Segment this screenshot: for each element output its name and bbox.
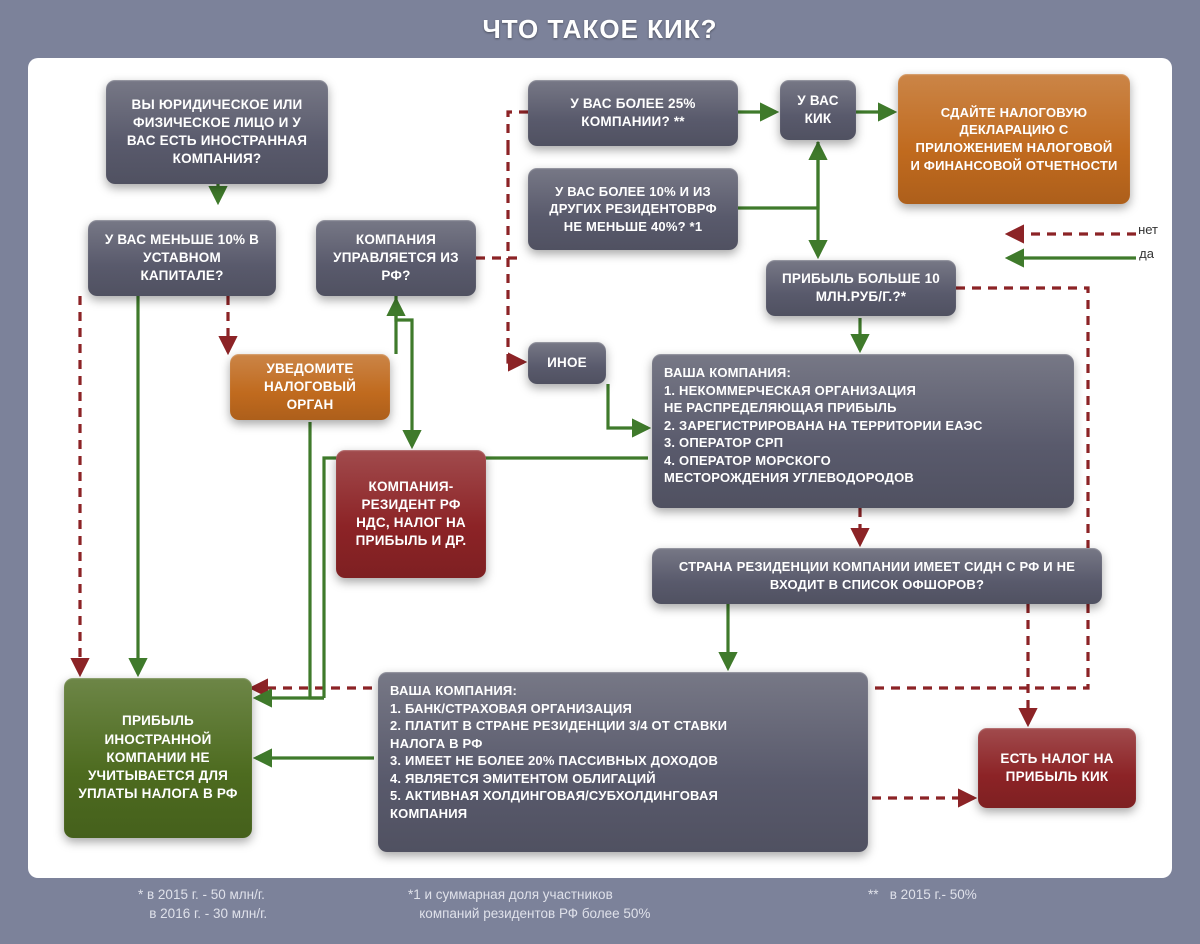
node-n9: У ВАС КИК [780,80,856,140]
node-n12: ВАША КОМПАНИЯ: 1. НЕКОММЕРЧЕСКАЯ ОРГАНИЗ… [652,354,1074,508]
node-n16: ЕСТЬ НАЛОГ НА ПРИБЫЛЬ КИК [978,728,1136,808]
footnote-f2: *1 и суммарная доля участников компаний … [408,886,650,924]
node-n11: ПРИБЫЛЬ БОЛЬШЕ 10 МЛН.РУБ/Г.?* [766,260,956,316]
legend-yes-label: да [1139,246,1154,261]
node-n6: КОМПАНИЯ- РЕЗИДЕНТ РФ НДС, НАЛОГ НА ПРИБ… [336,450,486,578]
legend-no-label: нет [1138,222,1158,237]
node-n14: ВАША КОМПАНИЯ: 1. БАНК/СТРАХОВАЯ ОРГАНИЗ… [378,672,868,852]
node-n7: У ВАС БОЛЕЕ 25% КОМПАНИИ? ** [528,80,738,146]
legend: нетда [1002,226,1132,266]
node-n3: КОМПАНИЯ УПРАВЛЯЕТСЯ ИЗ РФ? [316,220,476,296]
node-n13: СТРАНА РЕЗИДЕНЦИИ КОМПАНИИ ИМЕЕТ СИДН С … [652,548,1102,604]
node-n4: УВЕДОМИТЕ НАЛОГОВЫЙ ОРГАН [230,354,390,420]
footnote-f1: * в 2015 г. - 50 млн/г. в 2016 г. - 30 м… [138,886,267,924]
flowchart-canvas: ВЫ ЮРИДИЧЕСКОЕ ИЛИ ФИЗИЧЕСКОЕ ЛИЦО И У В… [28,58,1172,878]
footnote-f3: ** в 2015 г.- 50% [868,886,977,905]
node-n2: У ВАС МЕНЬШЕ 10% В УСТАВНОМ КАПИТАЛЕ? [88,220,276,296]
node-n15: ПРИБЫЛЬ ИНОСТРАННОЙ КОМПАНИИ НЕ УЧИТЫВАЕ… [64,678,252,838]
node-n5: ИНОЕ [528,342,606,384]
page-title: ЧТО ТАКОЕ КИК? [0,0,1200,53]
node-n1: ВЫ ЮРИДИЧЕСКОЕ ИЛИ ФИЗИЧЕСКОЕ ЛИЦО И У В… [106,80,328,184]
node-n8: У ВАС БОЛЕЕ 10% И ИЗ ДРУГИХ РЕЗИДЕНТОВРФ… [528,168,738,250]
node-n10: СДАЙТЕ НАЛОГОВУЮ ДЕКЛАРАЦИЮ С ПРИЛОЖЕНИЕ… [898,74,1130,204]
